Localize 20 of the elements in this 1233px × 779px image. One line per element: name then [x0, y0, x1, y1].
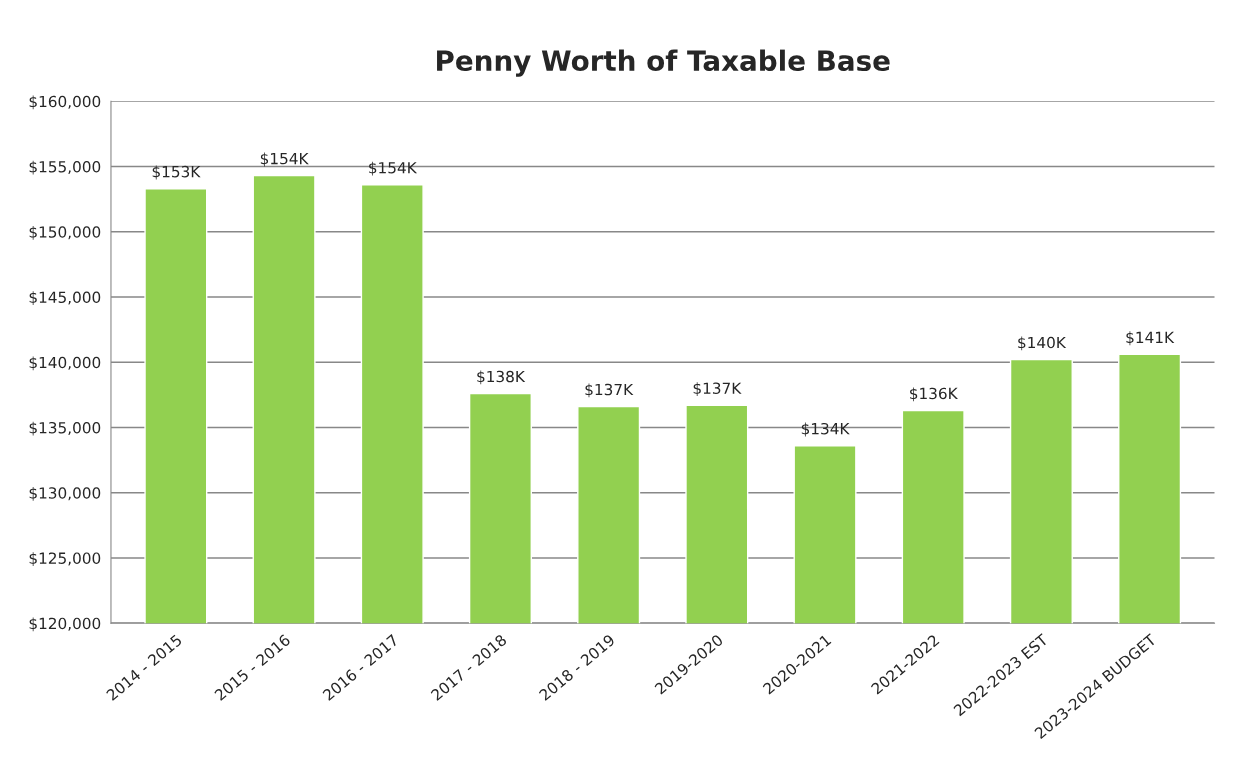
y-tick-label: $120,000 [29, 617, 101, 632]
data-label: $154K [260, 152, 309, 167]
data-label: $140K [1018, 336, 1067, 351]
data-label: $136K [910, 387, 958, 402]
y-tick-label: $160,000 [29, 95, 101, 110]
data-label: $137K [693, 382, 742, 397]
data-label: $141K [1126, 331, 1175, 346]
y-tick-label: $135,000 [29, 421, 101, 436]
y-tick-label: $140,000 [29, 356, 101, 371]
data-label: $137K [585, 383, 634, 398]
chart-title: Penny Worth of Taxable Base [437, 49, 890, 77]
data-label: $134K [801, 422, 850, 437]
y-tick-label: $130,000 [29, 486, 101, 501]
data-label: $153K [152, 165, 201, 180]
y-tick-label: $155,000 [29, 160, 101, 175]
y-tick-label: $125,000 [29, 552, 101, 567]
data-label: $138K [477, 370, 526, 385]
y-tick-label: $150,000 [29, 225, 101, 240]
data-label: $154K [369, 161, 418, 176]
y-tick-label: $145,000 [29, 291, 101, 306]
